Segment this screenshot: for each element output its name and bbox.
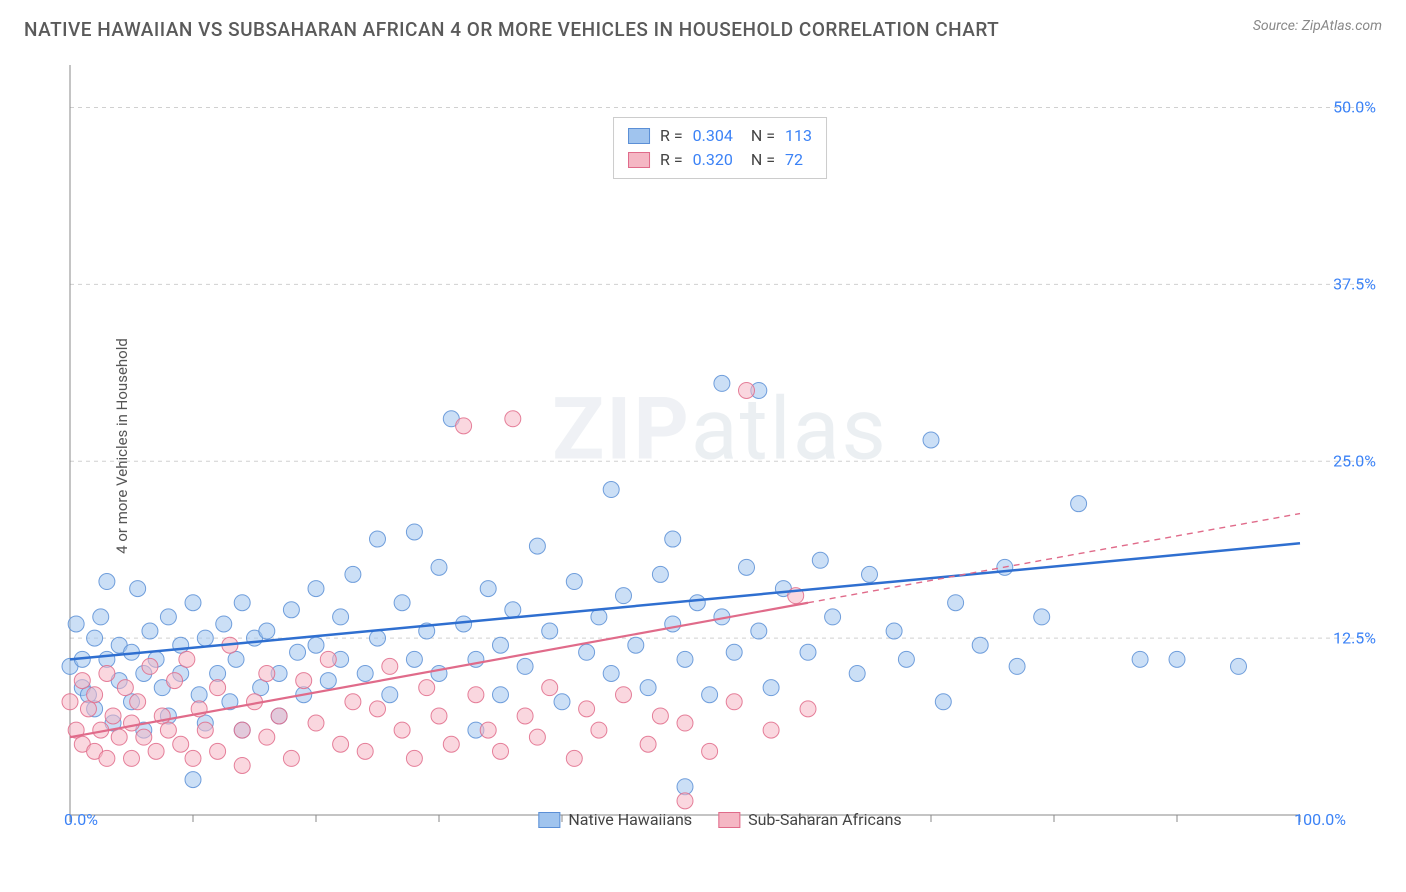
chart-header: NATIVE HAWAIIAN VS SUBSAHARAN AFRICAN 4 … (0, 0, 1406, 47)
y-tick-label: 37.5% (1333, 275, 1376, 294)
y-tick-label: 25.0% (1333, 452, 1376, 471)
legend-item-hawaiians: Native Hawaiians (538, 810, 692, 829)
stats-legend: R = 0.304 N = 113 R = 0.320 N = 72 (613, 117, 827, 179)
legend-label: Sub-Saharan Africans (748, 810, 902, 829)
swatch-pink (628, 152, 650, 168)
y-tick-label: 12.5% (1333, 629, 1376, 648)
r-label: R = (660, 124, 683, 148)
chart-title: NATIVE HAWAIIAN VS SUBSAHARAN AFRICAN 4 … (24, 18, 999, 41)
n-label: N = (751, 148, 775, 172)
r-label: R = (660, 148, 683, 172)
n-label: N = (751, 124, 775, 148)
legend-label: Native Hawaiians (568, 810, 692, 829)
legend-item-africans: Sub-Saharan Africans (718, 810, 902, 829)
series-legend: Native Hawaiians Sub-Saharan Africans (538, 810, 901, 829)
stats-row-pink: R = 0.320 N = 72 (628, 148, 812, 172)
chart-source: Source: ZipAtlas.com (1253, 18, 1382, 34)
x-axis-min-label: 0.0% (64, 810, 98, 829)
r-value-pink: 0.320 (693, 148, 733, 172)
swatch-blue (628, 128, 650, 144)
r-value-blue: 0.304 (693, 124, 733, 148)
stats-row-blue: R = 0.304 N = 113 (628, 124, 812, 148)
n-value-pink: 72 (785, 148, 803, 172)
n-value-blue: 113 (785, 124, 812, 148)
swatch-blue (538, 812, 560, 828)
y-tick-label: 50.0% (1333, 98, 1376, 117)
x-axis-max-label: 100.0% (1294, 810, 1346, 829)
swatch-pink (718, 812, 740, 828)
chart-area: ZIPatlas R = 0.304 N = 113 R = 0.320 N =… (60, 55, 1380, 835)
